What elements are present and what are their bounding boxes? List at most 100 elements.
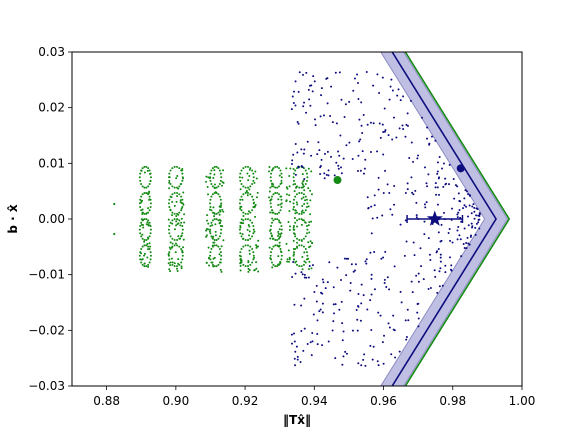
- data-point-blue: [293, 340, 296, 343]
- data-point-green: [310, 170, 313, 173]
- data-point-green: [139, 179, 142, 182]
- data-point-green: [300, 265, 303, 268]
- data-point-green: [252, 251, 255, 254]
- data-point-green: [303, 251, 306, 254]
- data-point-green: [222, 169, 225, 172]
- data-point-green: [138, 202, 141, 205]
- data-point-green: [148, 209, 151, 212]
- data-point-blue: [290, 333, 293, 336]
- data-point-blue: [426, 185, 429, 188]
- data-point-green: [214, 234, 217, 237]
- data-point-green: [254, 170, 257, 173]
- data-point-green: [253, 256, 256, 259]
- data-point-blue: [360, 124, 363, 127]
- data-point-blue: [365, 70, 368, 73]
- data-point-green: [211, 261, 214, 264]
- data-point-green: [242, 211, 245, 214]
- data-point-blue: [295, 345, 298, 348]
- data-point-green: [287, 260, 290, 263]
- data-point-green: [146, 236, 149, 239]
- data-point-green: [215, 265, 218, 268]
- data-point-blue: [456, 238, 459, 241]
- data-point-blue: [434, 139, 437, 142]
- data-point-green: [286, 258, 289, 261]
- data-point-green: [303, 189, 306, 192]
- data-point-blue: [323, 177, 326, 180]
- data-point-green: [147, 185, 150, 188]
- data-point-blue: [464, 189, 467, 192]
- data-point-green: [148, 198, 151, 201]
- data-point-green: [171, 222, 174, 225]
- data-point-green: [306, 176, 309, 179]
- data-point-blue: [324, 287, 327, 290]
- data-point-green: [147, 263, 150, 266]
- data-point-green: [248, 249, 251, 252]
- data-point-green: [221, 181, 224, 184]
- data-point-green: [215, 238, 218, 241]
- data-point-green: [298, 218, 301, 221]
- data-point-blue: [393, 265, 396, 268]
- data-point-green: [211, 224, 214, 227]
- data-point-green: [296, 237, 298, 240]
- data-point-green: [138, 228, 141, 231]
- data-point-blue: [372, 84, 375, 87]
- data-point-blue: [411, 191, 414, 194]
- data-point-green: [280, 172, 283, 175]
- data-point-green: [301, 268, 304, 271]
- data-point-green: [298, 244, 301, 247]
- x-axis-label: ‖Tx̂‖: [283, 413, 311, 427]
- data-point-green: [248, 252, 251, 255]
- data-point-blue: [477, 214, 480, 217]
- data-point-green: [174, 242, 177, 245]
- data-point-green: [280, 254, 283, 257]
- data-point-green: [279, 169, 282, 172]
- data-point-green: [247, 270, 250, 273]
- data-point-blue: [395, 136, 398, 139]
- data-point-blue: [301, 273, 304, 276]
- data-point-green: [219, 210, 222, 213]
- data-point-green: [302, 196, 305, 199]
- data-point-green: [270, 179, 273, 182]
- data-point-blue: [422, 278, 425, 281]
- data-point-blue: [444, 264, 447, 267]
- data-point-green: [304, 169, 307, 172]
- data-point-green: [279, 250, 282, 253]
- data-point-blue: [386, 276, 389, 279]
- data-point-green: [247, 261, 250, 264]
- data-point-green: [302, 245, 305, 248]
- data-point-blue: [420, 265, 423, 268]
- data-point-blue: [393, 329, 396, 332]
- data-point-green: [141, 258, 144, 261]
- data-point-blue: [311, 332, 314, 335]
- data-point-green: [271, 185, 274, 188]
- data-point-blue: [370, 232, 373, 235]
- data-point-green: [285, 242, 288, 245]
- data-point-blue: [444, 271, 447, 274]
- data-point-green: [292, 168, 295, 171]
- data-point-green: [215, 165, 218, 168]
- data-point-blue: [474, 226, 477, 229]
- data-point-blue: [303, 273, 306, 276]
- data-point-green: [288, 228, 291, 231]
- data-point-green: [207, 176, 210, 179]
- data-point-blue: [313, 291, 316, 294]
- data-point-green: [148, 261, 151, 264]
- data-point-blue: [345, 144, 348, 147]
- data-point-green: [180, 234, 183, 237]
- data-point-green: [207, 256, 210, 259]
- data-point-green: [298, 238, 301, 241]
- data-point-blue: [478, 212, 481, 215]
- data-point-blue: [337, 167, 340, 170]
- data-point-blue: [473, 217, 476, 220]
- data-point-green: [173, 204, 176, 207]
- data-point-green: [211, 263, 214, 266]
- data-point-blue: [315, 284, 318, 287]
- data-point-blue: [383, 334, 386, 337]
- data-point-green: [205, 229, 208, 232]
- data-point-blue: [388, 326, 391, 329]
- data-point-green: [139, 224, 142, 227]
- data-point-green: [247, 218, 250, 221]
- data-point-green: [205, 235, 208, 238]
- data-point-blue: [341, 339, 344, 342]
- data-point-blue: [417, 280, 420, 283]
